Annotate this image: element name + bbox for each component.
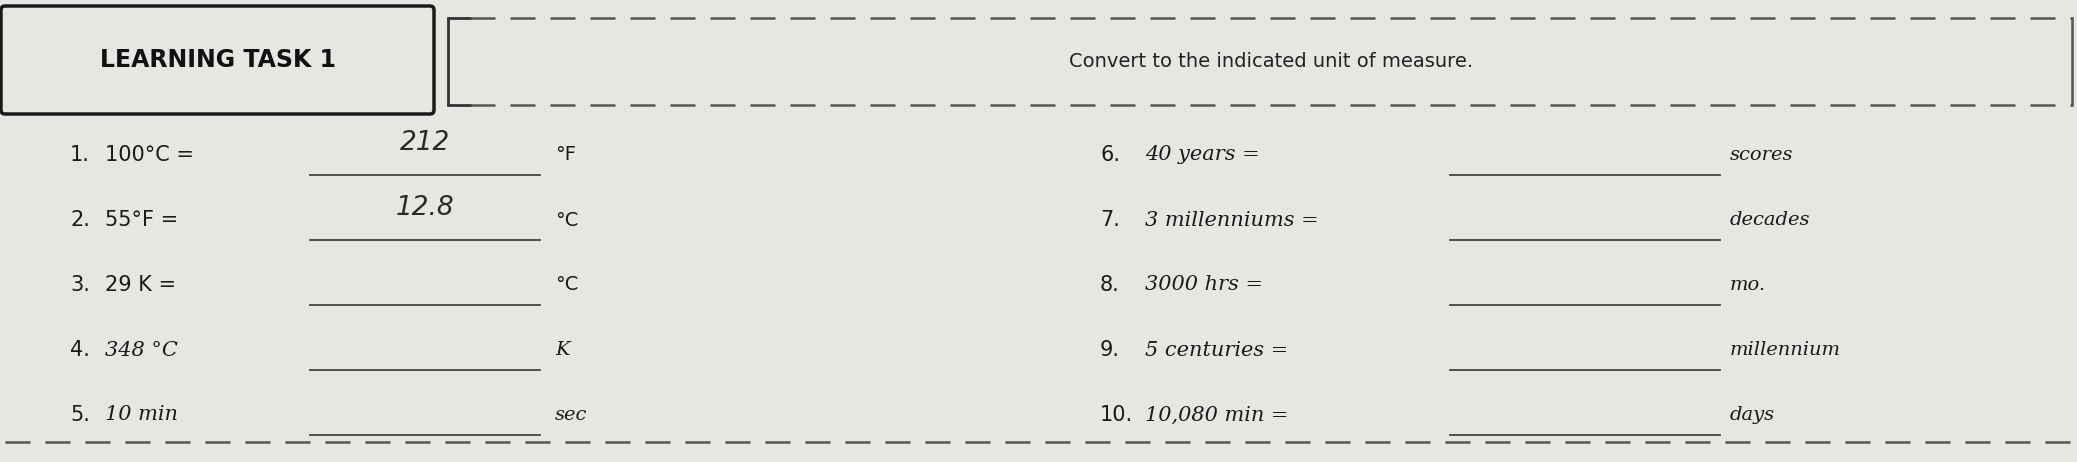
Text: 2.: 2.	[71, 210, 89, 230]
Text: 10.: 10.	[1101, 405, 1134, 425]
Text: 7.: 7.	[1101, 210, 1120, 230]
Text: LEARNING TASK 1: LEARNING TASK 1	[100, 48, 336, 72]
Text: 12.8: 12.8	[397, 195, 455, 221]
Text: °C: °C	[555, 211, 577, 230]
Text: K: K	[555, 341, 569, 359]
Text: scores: scores	[1730, 146, 1795, 164]
Text: sec: sec	[555, 406, 588, 424]
Text: millennium: millennium	[1730, 341, 1840, 359]
Text: 348 °C: 348 °C	[106, 340, 179, 359]
Text: 8.: 8.	[1101, 275, 1120, 295]
Text: 100°C =: 100°C =	[106, 145, 193, 165]
Text: 3 millenniums =: 3 millenniums =	[1144, 211, 1319, 230]
Text: mo.: mo.	[1730, 276, 1765, 294]
Text: 3.: 3.	[71, 275, 89, 295]
Text: 10,080 min =: 10,080 min =	[1144, 406, 1288, 425]
Text: °F: °F	[555, 146, 575, 164]
Text: 10 min: 10 min	[106, 406, 179, 425]
Text: Convert to the indicated unit of measure.: Convert to the indicated unit of measure…	[1070, 52, 1473, 71]
Text: 40 years =: 40 years =	[1144, 146, 1259, 164]
Text: 55°F =: 55°F =	[106, 210, 179, 230]
Text: 3000 hrs =: 3000 hrs =	[1144, 275, 1263, 294]
FancyBboxPatch shape	[0, 6, 434, 114]
Text: decades: decades	[1730, 211, 1811, 229]
Text: 4.: 4.	[71, 340, 89, 360]
Text: 9.: 9.	[1101, 340, 1120, 360]
Text: 5.: 5.	[71, 405, 89, 425]
Text: 29 K =: 29 K =	[106, 275, 177, 295]
Text: 5 centuries =: 5 centuries =	[1144, 340, 1288, 359]
Text: 1.: 1.	[71, 145, 89, 165]
Text: 6.: 6.	[1101, 145, 1120, 165]
Text: 212: 212	[401, 130, 451, 156]
Text: °C: °C	[555, 275, 577, 294]
Text: days: days	[1730, 406, 1776, 424]
